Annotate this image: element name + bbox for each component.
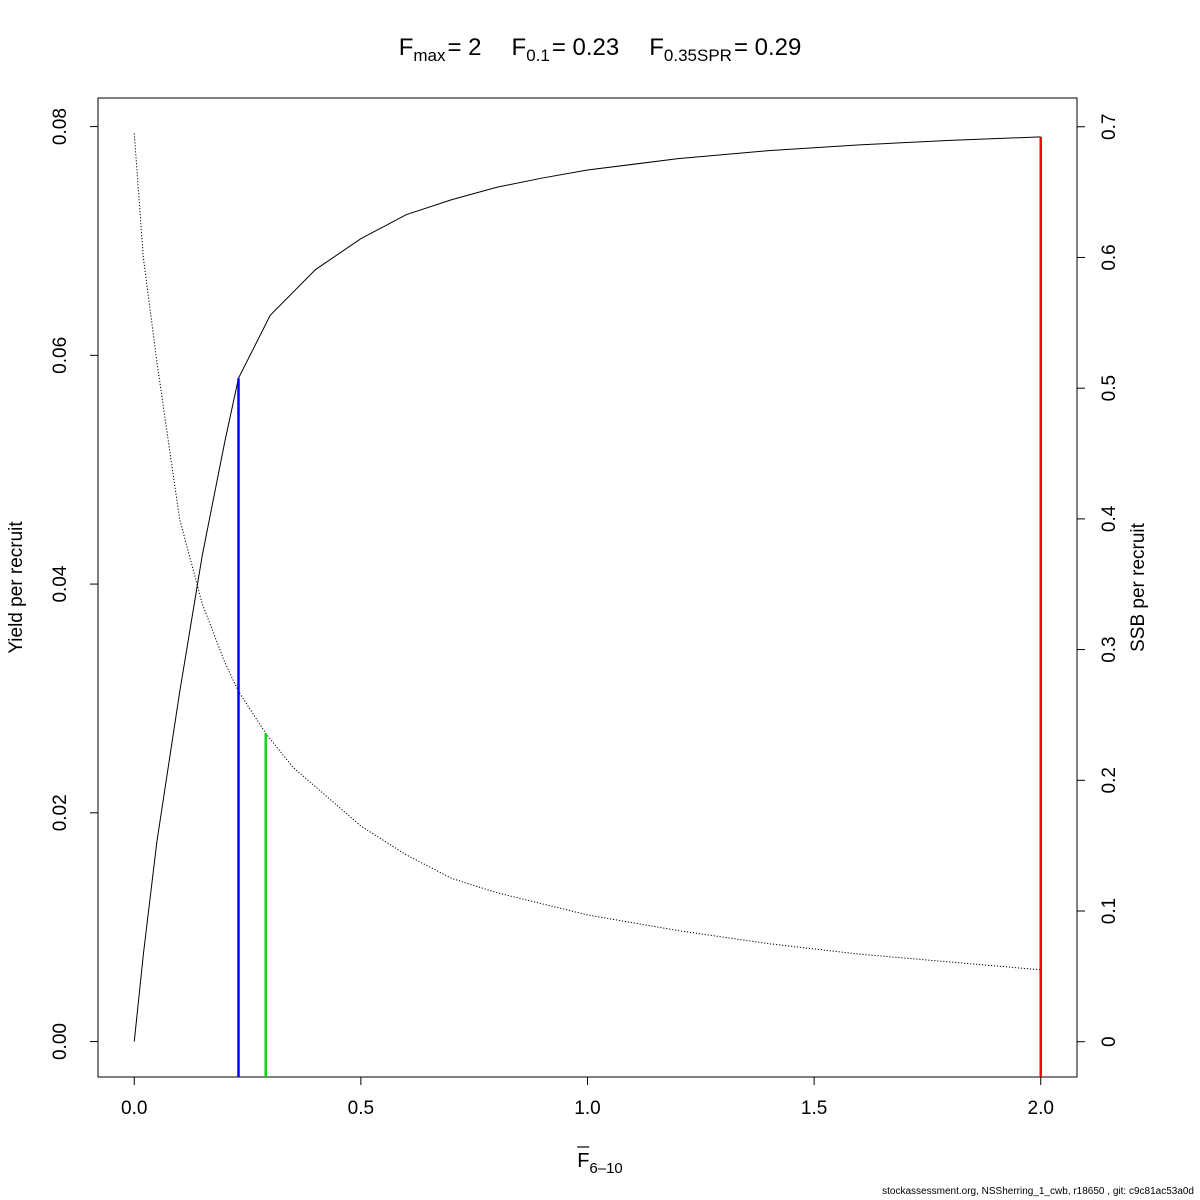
x-axis: 0.0 0.5 1.0 1.5 2.0 [121, 1077, 1054, 1119]
y-right-label: SSB per recruit [1128, 522, 1149, 652]
y-right-tick-label: 0.3 [1099, 636, 1120, 662]
x-tick-label: 2.0 [1028, 1098, 1054, 1119]
yield-per-recruit-line [133, 136, 1041, 1042]
y-left-tick-label: 0.04 [50, 565, 71, 602]
y-left-tick-label: 0.06 [50, 337, 71, 374]
series-layer [133, 133, 1041, 1042]
title-text: Fmax= 2 F0.1= 0.23 F0.35SPR= 0.29 [399, 34, 802, 65]
y-right-tick-label: 0.1 [1099, 898, 1120, 924]
x-tick-label: 0.5 [348, 1098, 374, 1119]
y-right-tick-label: 0.7 [1099, 114, 1120, 140]
axis-labels: Yield per recruit SSB per recruit F6–10 [6, 521, 1149, 1177]
y-axis-left: 0.00 0.02 0.04 0.06 0.08 [50, 108, 98, 1060]
y-left-label: Yield per recruit [6, 521, 27, 654]
y-right-tick-label: 0.5 [1099, 375, 1120, 401]
footer-credit: stockassessment.org, NSSherring_1_cwb, r… [882, 1186, 1194, 1197]
y-right-tick-label: 0 [1099, 1036, 1120, 1047]
x-axis-label: F6–10 [577, 1150, 623, 1177]
x-tick-label: 1.5 [801, 1098, 827, 1119]
y-right-tick-label: 0.2 [1099, 767, 1120, 793]
x-tick-label: 1.0 [574, 1098, 600, 1119]
y-axis-right: 0 0.1 0.2 0.3 0.4 0.5 0.6 0.7 [1077, 114, 1120, 1047]
reference-lines [237, 136, 1042, 1077]
ssb-per-recruit-line [133, 133, 1041, 971]
y-left-tick-label: 0.02 [50, 794, 71, 831]
y-right-tick-label: 0.6 [1099, 244, 1120, 270]
chart-title: Fmax= 2 F0.1= 0.23 F0.35SPR= 0.29 [399, 34, 802, 65]
x-tick-label: 0.0 [121, 1098, 147, 1119]
plot-frame [97, 97, 1078, 1078]
y-right-tick-label: 0.4 [1099, 505, 1120, 532]
y-left-tick-label: 0.08 [50, 108, 71, 145]
y-left-tick-label: 0.00 [50, 1023, 71, 1060]
